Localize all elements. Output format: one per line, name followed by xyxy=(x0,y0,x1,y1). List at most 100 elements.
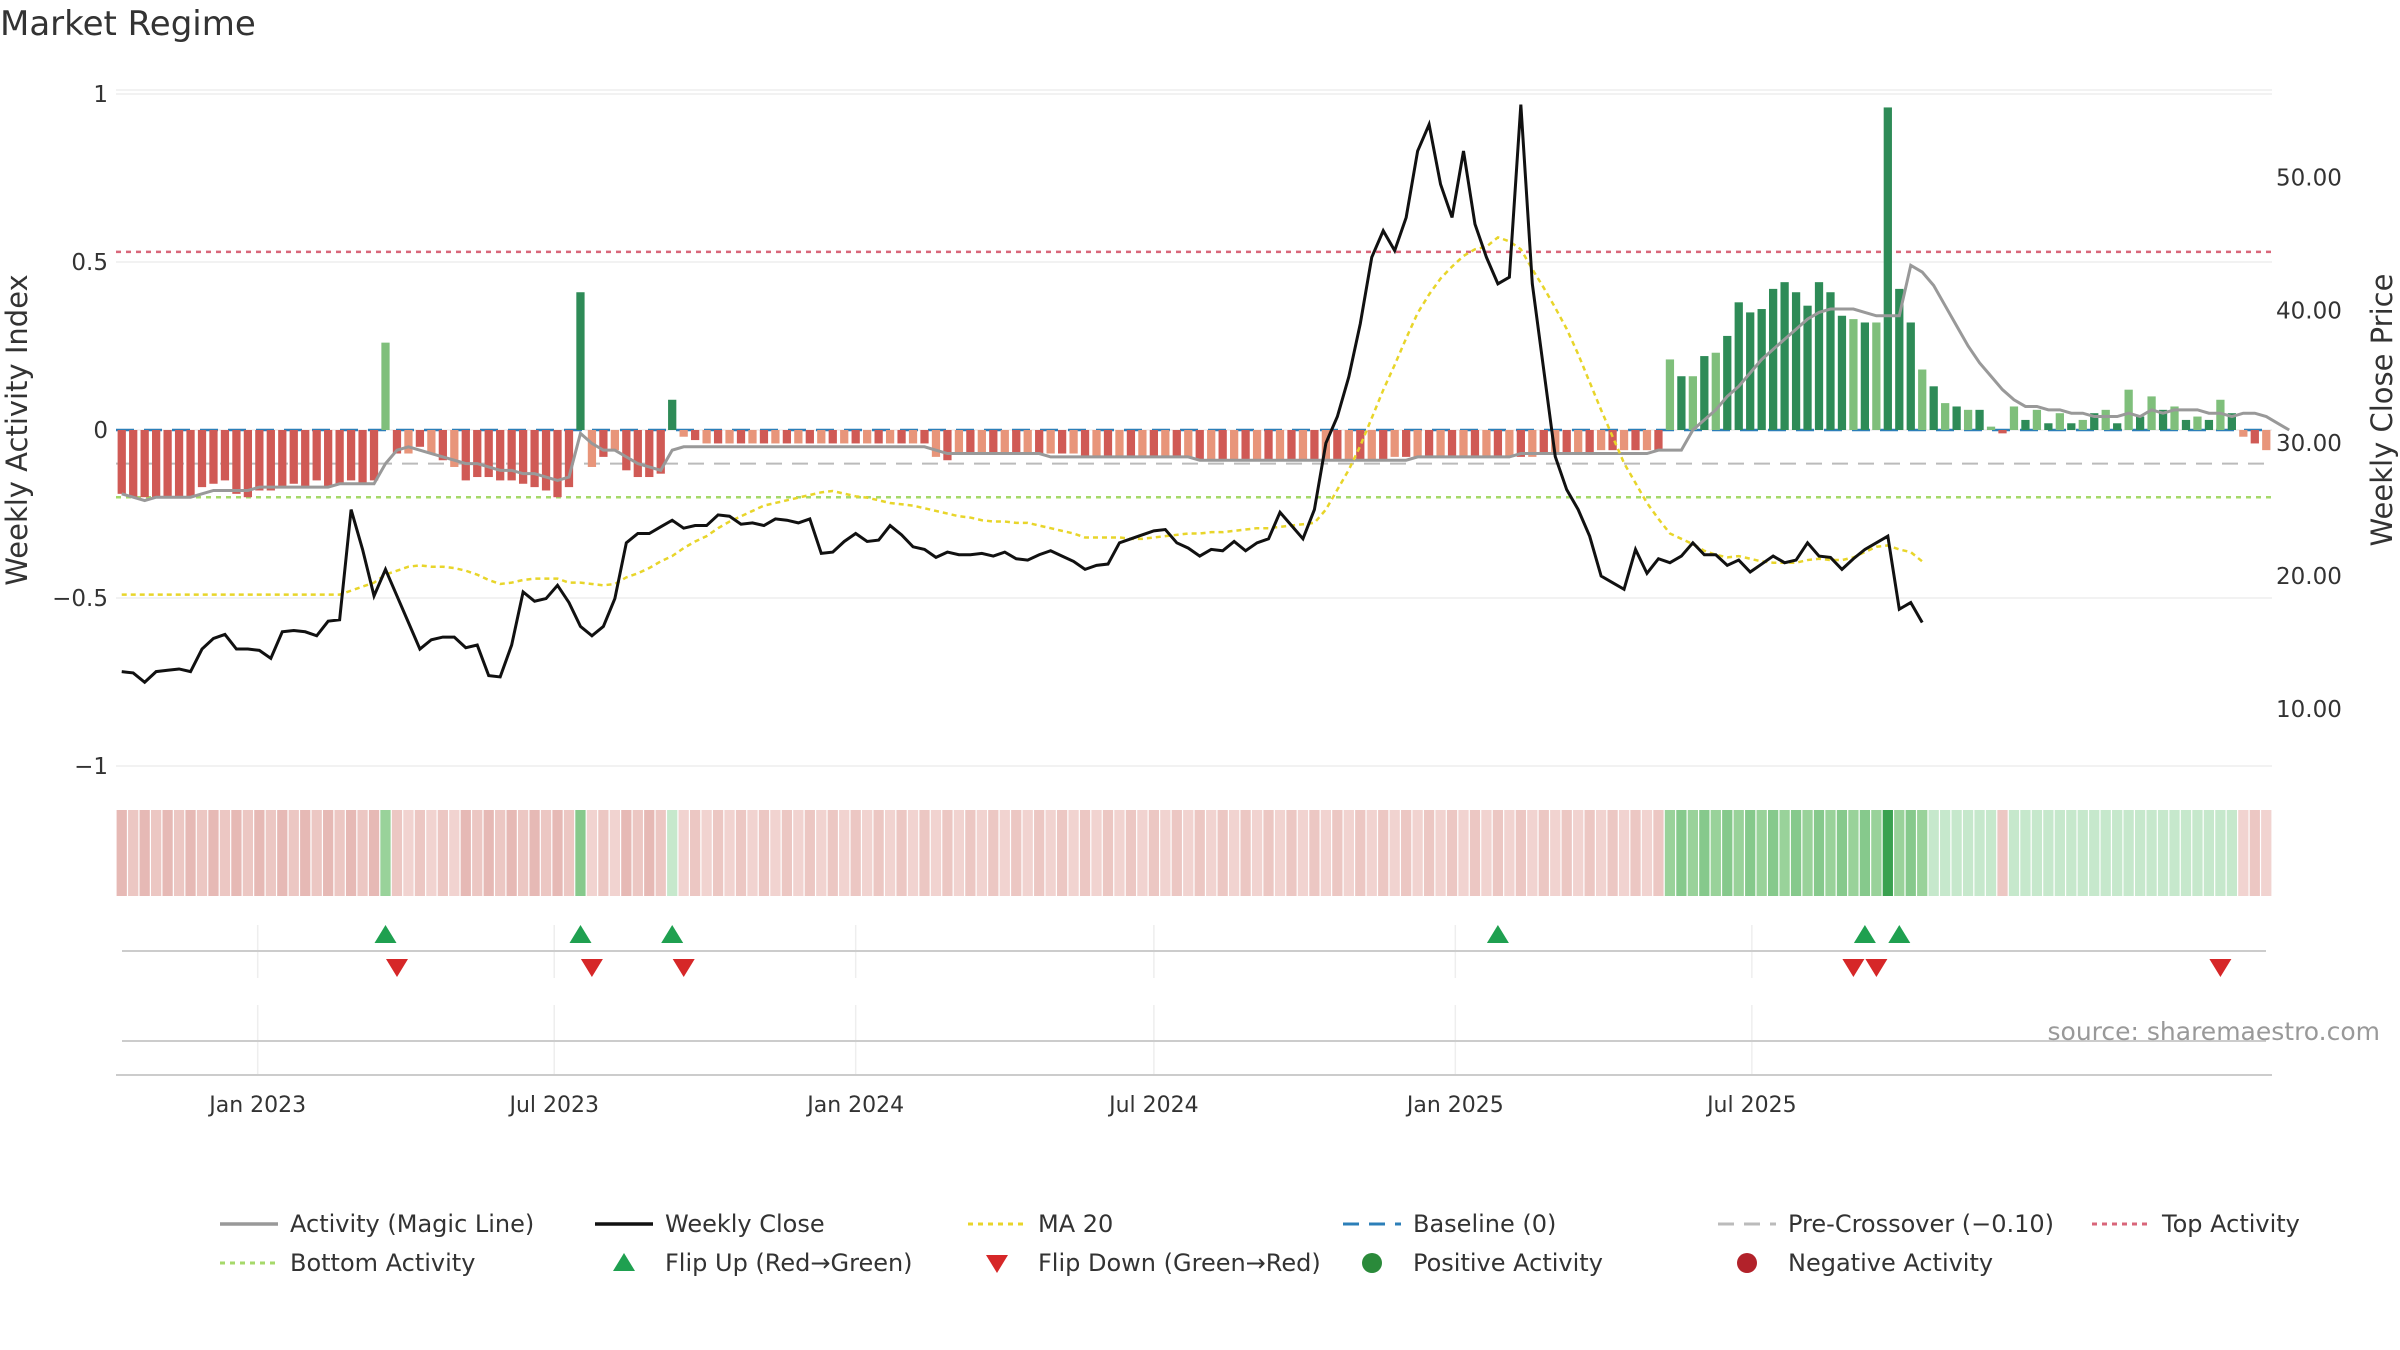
activity-bar xyxy=(1528,430,1537,457)
regime-strip-cell xyxy=(976,810,987,896)
regime-strip-cell xyxy=(1251,810,1263,896)
legend-item: Baseline (0) xyxy=(1343,1210,1556,1238)
activity-bar xyxy=(1000,430,1009,454)
activity-bar xyxy=(1596,430,1606,451)
regime-strip-cell xyxy=(644,810,655,896)
regime-strip-cell xyxy=(2180,810,2192,896)
regime-strip-cell xyxy=(1962,810,1974,896)
activity-bar xyxy=(1161,430,1170,457)
regime-strip-cell xyxy=(1584,810,1595,896)
regime-strip-cell xyxy=(517,810,529,896)
regime-strip-cell xyxy=(208,810,219,896)
regime-strip-cell xyxy=(1332,810,1343,896)
legend-item: Pre-Crossover (−0.10) xyxy=(1718,1210,2054,1238)
series-lines xyxy=(121,104,2290,685)
regime-strip-cell xyxy=(2020,810,2031,896)
activity-bar xyxy=(725,430,734,444)
regime-strip-cell xyxy=(529,810,540,896)
regime-strip-cell xyxy=(116,810,127,896)
activity-bar xyxy=(966,430,975,454)
activity-bar xyxy=(1814,282,1824,430)
activity-bar xyxy=(1929,386,1938,430)
regime-strip-cell xyxy=(1722,810,1733,896)
chart-title: Market Regime xyxy=(0,4,256,44)
regime-strip-cell xyxy=(540,810,552,896)
regime-strip-cell xyxy=(575,810,586,896)
regime-strip-cell xyxy=(311,810,322,896)
regime-strip-cell xyxy=(942,810,953,896)
activity-bar xyxy=(1906,322,1915,430)
activity-bar xyxy=(392,430,402,454)
regime-strip-cell xyxy=(2100,810,2111,896)
activity-bar xyxy=(1998,430,2007,434)
regime-strip-cell xyxy=(1366,810,1377,896)
activity-bar xyxy=(381,342,390,430)
activity-bar xyxy=(1115,430,1124,457)
activity-bar xyxy=(2181,419,2191,430)
activity-bar xyxy=(840,430,849,444)
regime-strip-cell xyxy=(414,810,426,896)
regime-strip-cell xyxy=(2043,810,2054,896)
activity-bar xyxy=(1688,376,1697,430)
activity-bar xyxy=(1184,430,1193,457)
regime-strip-cell xyxy=(1550,810,1561,896)
activity-bar xyxy=(2009,406,2019,430)
regime-strip-cell xyxy=(1928,810,1939,896)
activity-bar xyxy=(129,430,138,498)
activity-bar xyxy=(1356,430,1365,461)
regime-strip-cell xyxy=(1676,810,1687,896)
activity-bar xyxy=(232,430,241,494)
activity-bar xyxy=(1539,430,1548,454)
flip-up-marker xyxy=(569,925,592,943)
activity-bar xyxy=(1757,309,1766,430)
regime-strip-cell xyxy=(128,810,139,896)
activity-bar xyxy=(1172,430,1181,457)
regime-strip-cell xyxy=(873,810,884,896)
regime-strip-cell xyxy=(196,810,208,896)
activity-bar xyxy=(1012,430,1021,454)
activity-bar xyxy=(1080,430,1090,457)
regime-strip-cell xyxy=(1401,810,1412,896)
regime-strip-cell xyxy=(1825,810,1836,896)
regime-strip-cell xyxy=(1687,810,1698,896)
legend-label: Flip Up (Red→Green) xyxy=(665,1249,913,1277)
activity-bar xyxy=(1470,430,1480,457)
weekly-close-line xyxy=(121,104,1924,685)
y-right-axis-title: Weekly Close Price xyxy=(2365,274,2399,547)
activity-bar xyxy=(335,430,344,484)
regime-strip-cell xyxy=(1527,810,1538,896)
activity-bar xyxy=(2032,409,2042,430)
regime-strip-cell xyxy=(151,810,162,896)
regime-strip-cell xyxy=(1102,810,1114,896)
regime-strip-cell xyxy=(437,810,448,896)
flip-up-marker xyxy=(1888,925,1911,943)
regime-strip-cell xyxy=(563,810,575,896)
activity-bar xyxy=(805,430,814,444)
activity-bar xyxy=(1447,430,1457,457)
regime-strip-cell xyxy=(1343,810,1354,896)
legend-label: Top Activity xyxy=(2161,1210,2300,1238)
activity-bar xyxy=(1665,359,1675,430)
regime-strip-cell xyxy=(185,810,196,896)
activity-bar xyxy=(931,430,941,457)
regime-strip-cell xyxy=(1114,810,1125,896)
activity-bar xyxy=(564,430,574,488)
regime-strip-cell xyxy=(1985,810,1997,896)
activity-bar xyxy=(2250,430,2259,444)
activity-bar xyxy=(369,430,379,481)
legend-swatch-triangle-down xyxy=(986,1255,1008,1273)
activity-bar xyxy=(1092,430,1101,457)
activity-bar xyxy=(1264,430,1273,461)
regime-strip-cell xyxy=(1905,810,1916,896)
regime-strip-cell xyxy=(747,810,758,896)
regime-strip-cell xyxy=(919,810,930,896)
regime-strip-cell xyxy=(1297,810,1309,896)
activity-bar xyxy=(1057,430,1067,454)
regime-strip-cell xyxy=(896,810,907,896)
activity-bar xyxy=(713,430,723,444)
regime-strip-cell xyxy=(1148,810,1159,896)
legend-item: Positive Activity xyxy=(1362,1249,1603,1277)
legend-label: Weekly Close xyxy=(665,1210,825,1238)
flip-up-marker xyxy=(1853,925,1876,943)
activity-bar xyxy=(1069,430,1078,454)
